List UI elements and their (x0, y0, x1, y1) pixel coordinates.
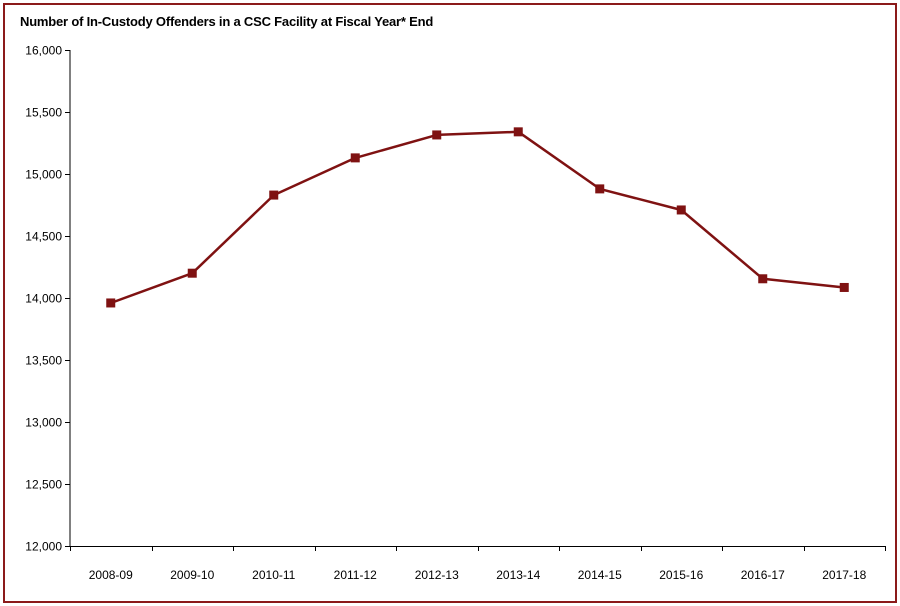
data-point-marker (758, 274, 768, 284)
y-tick-label: 12,500 (25, 478, 62, 492)
x-tick-label: 2008-09 (89, 568, 133, 582)
y-tick-label: 16,000 (25, 44, 62, 58)
data-point-marker (595, 184, 605, 194)
data-point-marker (432, 130, 442, 140)
x-tick-label: 2017-18 (822, 568, 866, 582)
x-tick-label: 2012-13 (415, 568, 459, 582)
y-tick-label: 13,000 (25, 416, 62, 430)
x-tick-label: 2016-17 (741, 568, 785, 582)
y-tick-label: 15,500 (25, 106, 62, 120)
data-series (106, 127, 849, 308)
x-tick-label: 2011-12 (334, 568, 377, 582)
series-line (110, 130, 845, 305)
data-point-marker (269, 190, 279, 200)
data-point-marker (513, 127, 523, 137)
x-tick-label: 2010-11 (252, 568, 295, 582)
y-tick-label: 13,500 (25, 354, 62, 368)
x-axis: 2008-09 2009-10 2010-11 2011-12 2012-13 2013-… (70, 546, 886, 582)
x-tick-label: 2013-14 (496, 568, 540, 582)
y-axis: 12,000 12,500 13,000 13,500 14,000 14,500 15,0… (25, 44, 71, 554)
data-point-marker (676, 205, 686, 215)
x-tick-label: 2015-16 (659, 568, 703, 582)
y-tick-label: 14,000 (25, 292, 62, 306)
data-point-marker (106, 298, 116, 308)
x-tick-label: 2014-15 (578, 568, 622, 582)
chart-title: Number of In-Custody Offenders in a CSC … (20, 14, 434, 29)
data-point-marker (839, 282, 849, 292)
data-point-marker (187, 268, 197, 278)
x-tick-label: 2009-10 (170, 568, 214, 582)
y-tick-label: 12,000 (25, 540, 62, 554)
y-tick-label: 15,000 (25, 168, 62, 182)
data-point-marker (350, 153, 360, 163)
chart-frame (3, 3, 897, 603)
y-tick-label: 14,500 (25, 230, 62, 244)
